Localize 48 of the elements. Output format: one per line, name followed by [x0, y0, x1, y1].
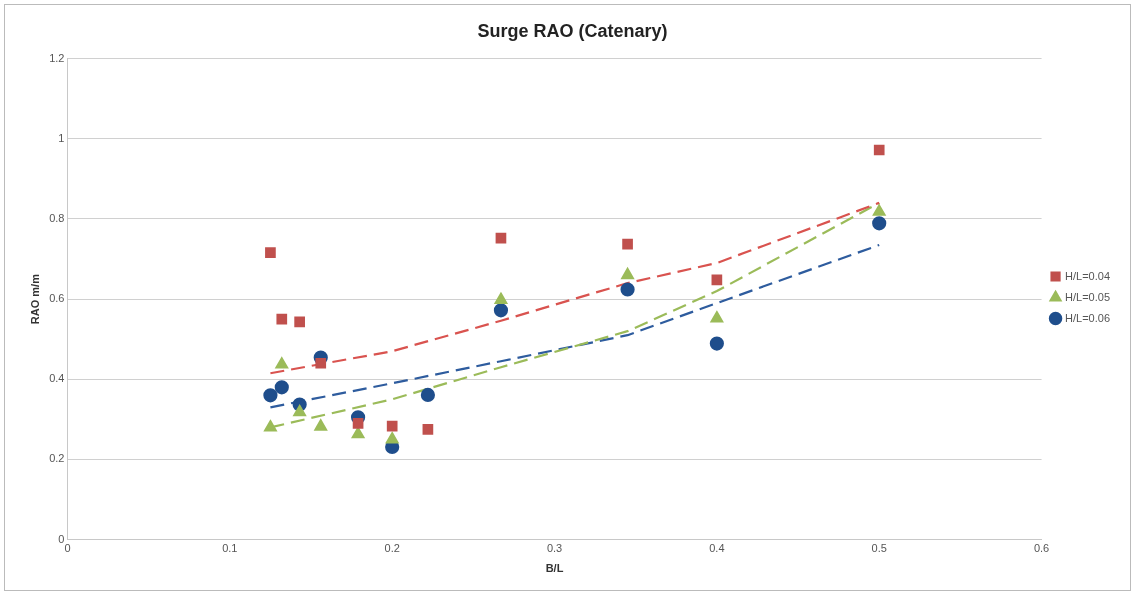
- x-tick-label: 0.5: [871, 542, 887, 555]
- point: [386, 420, 398, 432]
- point: [314, 419, 328, 431]
- x-tick-label: 0.4: [709, 542, 725, 555]
- point: [275, 357, 289, 369]
- y-tick-label: 0.8: [49, 211, 65, 224]
- point: [294, 316, 305, 328]
- point: [620, 282, 635, 297]
- legend-label: H/L=0.04: [1065, 269, 1110, 282]
- point: [494, 292, 508, 304]
- point: [264, 420, 277, 432]
- point: [351, 427, 365, 439]
- point: [385, 432, 399, 444]
- point: [276, 313, 288, 325]
- point: [873, 144, 885, 156]
- legend-label: H/L=0.06: [1065, 311, 1110, 324]
- x-tick-label: 0.1: [222, 542, 238, 555]
- y-tick-label: 0.2: [49, 452, 65, 465]
- y-axis-title: RAO m/m: [28, 273, 41, 325]
- point: [352, 418, 364, 429]
- x-tick-label: 0.2: [384, 542, 400, 555]
- legend-label: H/L=0.05: [1065, 290, 1110, 303]
- point: [872, 204, 886, 216]
- point: [265, 247, 276, 258]
- line-series: [269, 243, 881, 409]
- y-tick-label: 0.4: [49, 372, 65, 385]
- point: [263, 388, 278, 403]
- point: [315, 357, 327, 369]
- point: [293, 405, 306, 417]
- point: [709, 336, 724, 351]
- chart-title: Surge RAO (Catenary): [477, 20, 668, 41]
- y-tick-label: 0.6: [49, 292, 65, 305]
- point: [621, 267, 634, 280]
- point: [422, 424, 434, 435]
- point: [711, 274, 723, 286]
- x-axis-title: B/L: [545, 562, 564, 575]
- point: [495, 232, 507, 244]
- point: [622, 238, 633, 250]
- point: [872, 216, 887, 231]
- x-tick-label: 0.6: [1033, 542, 1050, 555]
- point: [493, 303, 509, 318]
- point: [274, 380, 289, 395]
- x-tick-label: 0.3: [546, 542, 563, 555]
- y-tick-label: 1.2: [49, 51, 65, 64]
- y-tick-label: 1: [58, 131, 65, 144]
- y-tick-label: 0: [58, 532, 65, 545]
- point: [420, 387, 435, 402]
- point: [710, 311, 724, 323]
